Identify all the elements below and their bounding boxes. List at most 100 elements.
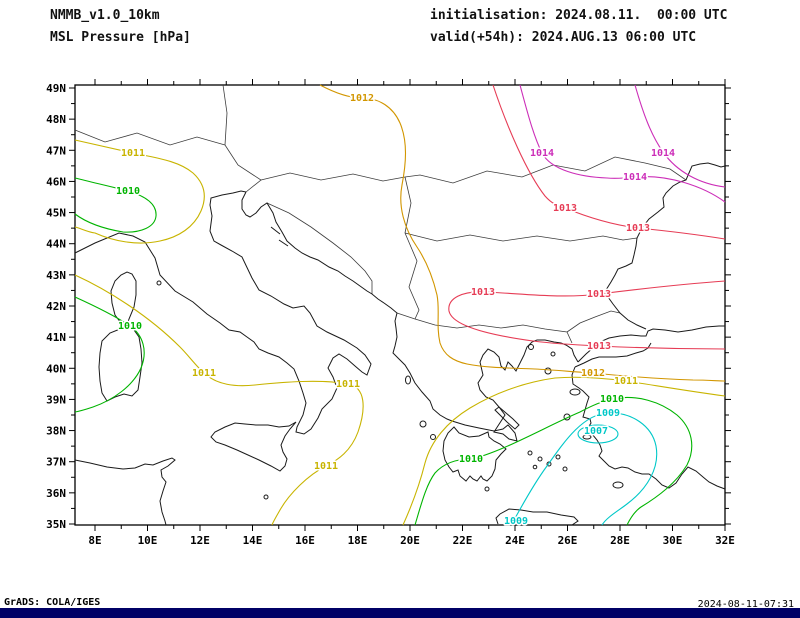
isobar-label: 1013 [553, 203, 577, 214]
lat-label: 41N [46, 331, 66, 344]
isobar-1011-tyrrhenian [74, 274, 364, 526]
isobar-label: 1014 [530, 148, 554, 159]
island-corfu [405, 375, 411, 385]
border-greece-north [396, 312, 573, 344]
island-zakynthos [430, 434, 436, 440]
lat-label: 49N [46, 82, 66, 95]
coastline-euboea [494, 406, 520, 430]
lat-label: 38N [46, 425, 66, 438]
isobar-1014-outer [519, 84, 726, 203]
island-cyclades-4 [555, 454, 561, 460]
isobar-label: 1013 [587, 289, 611, 300]
lon-label: 28E [610, 534, 630, 545]
lon-label: 14E [243, 534, 263, 545]
lat-label: 48N [46, 113, 66, 126]
lon-label: 16E [295, 534, 315, 545]
lon-label: 10E [138, 534, 158, 545]
isobar-label: 1007 [584, 426, 608, 437]
island-kythira [484, 486, 490, 492]
island-cyclades-2 [537, 456, 543, 462]
coastline-italy [74, 190, 372, 435]
isobar-label: 1014 [623, 172, 647, 183]
field-name: MSL Pressure [hPa] [50, 30, 191, 45]
lon-label: 12E [190, 534, 210, 545]
isobar-label: 1011 [336, 379, 360, 390]
island-lemnos [544, 367, 552, 375]
isobar-labels: 1012 1011 1010 1014 1014 1014 1013 1013 1013 1013… [114, 92, 676, 529]
isobar-label: 1009 [504, 516, 528, 527]
coastline-north-africa [74, 457, 176, 526]
coastline-dalmatian-islands [270, 226, 289, 247]
valid-time: valid(+54h): 2024.AUG.13 06:00 UTC [430, 30, 697, 45]
lon-label: 26E [558, 534, 578, 545]
lat-label: 45N [46, 207, 66, 220]
border-turkey-bulgaria [566, 310, 621, 333]
island-rhodes [612, 481, 624, 489]
isobar-label: 1011 [121, 148, 145, 159]
border-pannonia [260, 156, 687, 184]
border-danube [404, 232, 638, 242]
coastline-greece-aegean [451, 339, 579, 442]
coastline-adriatic-balkan [241, 191, 453, 422]
lat-label: 37N [46, 456, 66, 469]
isobar-1011-east [402, 376, 726, 526]
border-serbia [404, 176, 420, 320]
lat-label: 47N [46, 144, 66, 157]
isobar-1010-west [74, 296, 145, 413]
isobar-1010-aegean [414, 396, 693, 526]
lat-label: 46N [46, 175, 66, 188]
model-name: NMMB_v1.0_10km [50, 8, 160, 23]
country-borders [74, 84, 687, 344]
coastlines [74, 162, 726, 526]
timestamp: 2024-08-11-07:31 [697, 599, 794, 610]
coastline-turkey-aegean [571, 366, 726, 490]
isobar-label: 1012 [581, 368, 605, 379]
coastline-crete [495, 508, 579, 526]
lat-label: 43N [46, 269, 66, 282]
isobar-label: 1013 [626, 223, 650, 234]
isobar-label: 1010 [116, 186, 140, 197]
border-alps [74, 84, 262, 193]
island-cyclades-5 [532, 464, 538, 470]
island-cyclades-6 [562, 466, 568, 472]
isobar-label: 1010 [459, 454, 483, 465]
isobar-1014-inner [634, 84, 726, 188]
island-malta [263, 494, 269, 500]
lon-label: 18E [348, 534, 368, 545]
border-bosnia [266, 202, 373, 294]
lat-label: 39N [46, 393, 66, 406]
island-lesbos [569, 388, 581, 396]
isobar-1012-main [319, 84, 726, 382]
isobar-label: 1014 [651, 148, 675, 159]
isobar-label: 1010 [600, 394, 624, 405]
lon-label: 8E [88, 534, 101, 545]
coastline-peloponnese [442, 426, 507, 482]
isobar-label: 1013 [471, 287, 495, 298]
lat-label: 42N [46, 300, 66, 313]
isobar-label: 1011 [192, 368, 216, 379]
isobar-label: 1009 [596, 408, 620, 419]
isobar-label: 1012 [350, 93, 374, 104]
isobar-1007-core [577, 424, 619, 444]
coastline-sicily [210, 421, 297, 472]
isobar-1013-hairpin [448, 280, 726, 350]
island-cyclades-3 [546, 461, 552, 467]
map-plot-area: 49N 48N 47N 46N 45N 44N 43N 42N 41N 40N 39N 38N 37N 3… [46, 79, 735, 545]
coastline-sardinia [98, 327, 143, 402]
island-kefalonia [419, 420, 427, 428]
island-samothrace [550, 351, 556, 357]
lon-label: 22E [453, 534, 473, 545]
island-elba [156, 280, 162, 286]
lon-label: 32E [715, 534, 735, 545]
map-frame [74, 84, 726, 526]
isobar-1011-northwest [74, 139, 205, 244]
init-time: initialisation: 2024.08.11. 00:00 UTC [430, 8, 728, 23]
lon-label: 30E [663, 534, 683, 545]
map-axes: 49N 48N 47N 46N 45N 44N 43N 42N 41N 40N 39N 38N 37N 3… [46, 79, 735, 545]
island-thasos [528, 344, 534, 350]
isobar-label: 1013 [587, 341, 611, 352]
lon-label: 20E [400, 534, 420, 545]
lat-label: 36N [46, 487, 66, 500]
grads-credit: GrADS: COLA/IGES [4, 597, 101, 608]
bottom-bar [0, 608, 800, 618]
